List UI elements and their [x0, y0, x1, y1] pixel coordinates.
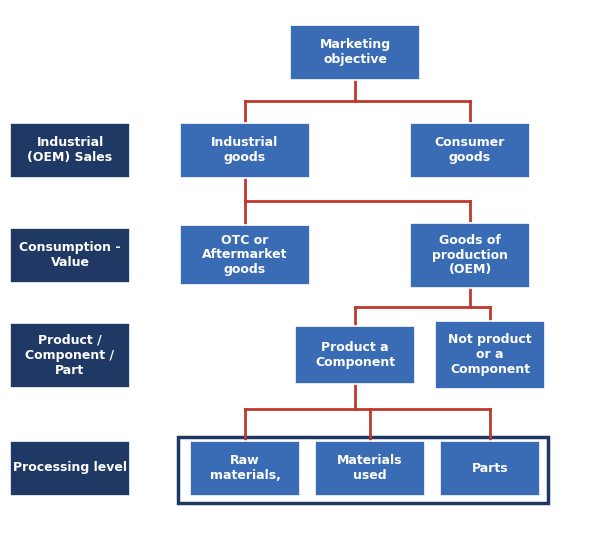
- Text: Consumer
goods: Consumer goods: [435, 136, 505, 164]
- Text: Industrial
(OEM) Sales: Industrial (OEM) Sales: [27, 136, 112, 164]
- Text: Product /
Component /
Part: Product / Component / Part: [25, 333, 115, 376]
- Text: Raw
materials,: Raw materials,: [210, 454, 280, 482]
- Text: Marketing
objective: Marketing objective: [320, 38, 391, 66]
- Text: Consumption -
Value: Consumption - Value: [19, 241, 121, 269]
- Text: Not product
or a
Component: Not product or a Component: [448, 333, 532, 376]
- Text: Materials
used: Materials used: [337, 454, 403, 482]
- FancyBboxPatch shape: [290, 24, 420, 79]
- FancyBboxPatch shape: [435, 321, 545, 389]
- FancyBboxPatch shape: [10, 123, 130, 178]
- FancyBboxPatch shape: [178, 437, 548, 503]
- FancyBboxPatch shape: [10, 323, 130, 388]
- FancyBboxPatch shape: [315, 440, 425, 496]
- FancyBboxPatch shape: [10, 440, 130, 496]
- FancyBboxPatch shape: [180, 225, 310, 285]
- Text: Product a
Component: Product a Component: [315, 341, 395, 369]
- Text: Processing level: Processing level: [13, 462, 127, 475]
- Text: Industrial
goods: Industrial goods: [211, 136, 278, 164]
- FancyBboxPatch shape: [190, 440, 300, 496]
- Text: Goods of
production
(OEM): Goods of production (OEM): [432, 233, 508, 276]
- FancyBboxPatch shape: [295, 326, 415, 384]
- FancyBboxPatch shape: [180, 123, 310, 178]
- FancyBboxPatch shape: [410, 223, 530, 287]
- Text: OTC or
Aftermarket
goods: OTC or Aftermarket goods: [202, 233, 288, 276]
- FancyBboxPatch shape: [410, 123, 530, 178]
- FancyBboxPatch shape: [10, 228, 130, 282]
- FancyBboxPatch shape: [440, 440, 540, 496]
- Text: Parts: Parts: [472, 462, 509, 475]
